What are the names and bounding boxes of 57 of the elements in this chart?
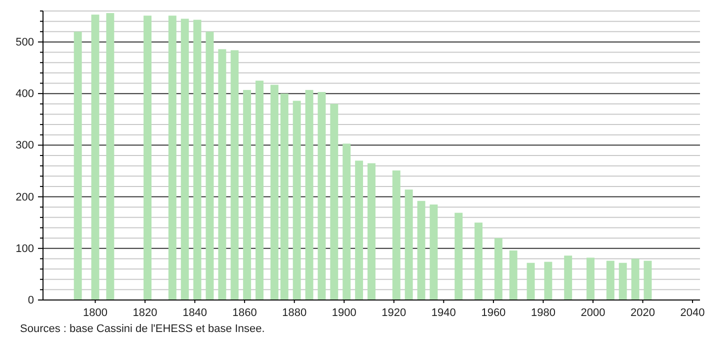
x-tick-label: 1860 [232,306,257,319]
bar [270,84,278,300]
bar [256,80,264,300]
bar [230,50,239,300]
source-note: Sources : base Cassini de l'EHESS et base Insee. [20,323,265,335]
bar [243,90,252,300]
bar [606,260,614,300]
x-tick-label: 2040 [680,306,705,319]
x-tick-label: 2000 [580,306,606,319]
bar [564,256,572,300]
bar [618,262,627,300]
bar [544,262,552,300]
bar [144,16,152,300]
y-tick-label: 500 [16,36,34,48]
x-tick-label: 1800 [83,306,108,319]
bar [106,13,114,300]
x-tick-label: 1960 [481,306,506,319]
bar [206,32,214,300]
y-tick-label: 0 [28,294,34,307]
bar [494,238,502,300]
bar [342,144,351,300]
x-tick-label: 1940 [431,306,456,319]
x-tick-label: 1820 [132,306,158,319]
bar [180,18,189,300]
x-tick-label: 1920 [382,306,406,319]
bar [368,163,376,300]
bar [168,16,176,300]
y-tick-label: 100 [16,242,34,255]
bar [91,14,100,300]
y-tick-label: 200 [16,191,34,204]
bar [355,160,364,300]
bar [193,20,202,300]
x-tick-label: 1900 [332,306,356,319]
bar [474,222,482,300]
bar [644,260,652,300]
bar [292,100,301,300]
bar [631,258,640,300]
bar [305,90,314,300]
bar [430,204,438,300]
bar [404,190,413,300]
x-tick-label: 1880 [282,306,307,319]
bar [280,94,288,300]
bar [586,258,594,300]
bar [454,212,463,300]
x-tick-label: 1980 [530,306,556,319]
x-tick-label: 2020 [630,306,656,319]
bar [74,32,82,300]
bar [417,200,426,300]
bar [509,250,518,300]
bar [392,170,400,300]
bar [330,104,338,300]
y-tick-label: 300 [16,140,34,152]
x-tick-label: 1840 [182,306,208,319]
bar [318,92,326,300]
bar [218,49,226,300]
y-tick-label: 400 [16,88,34,100]
bar [526,262,535,300]
